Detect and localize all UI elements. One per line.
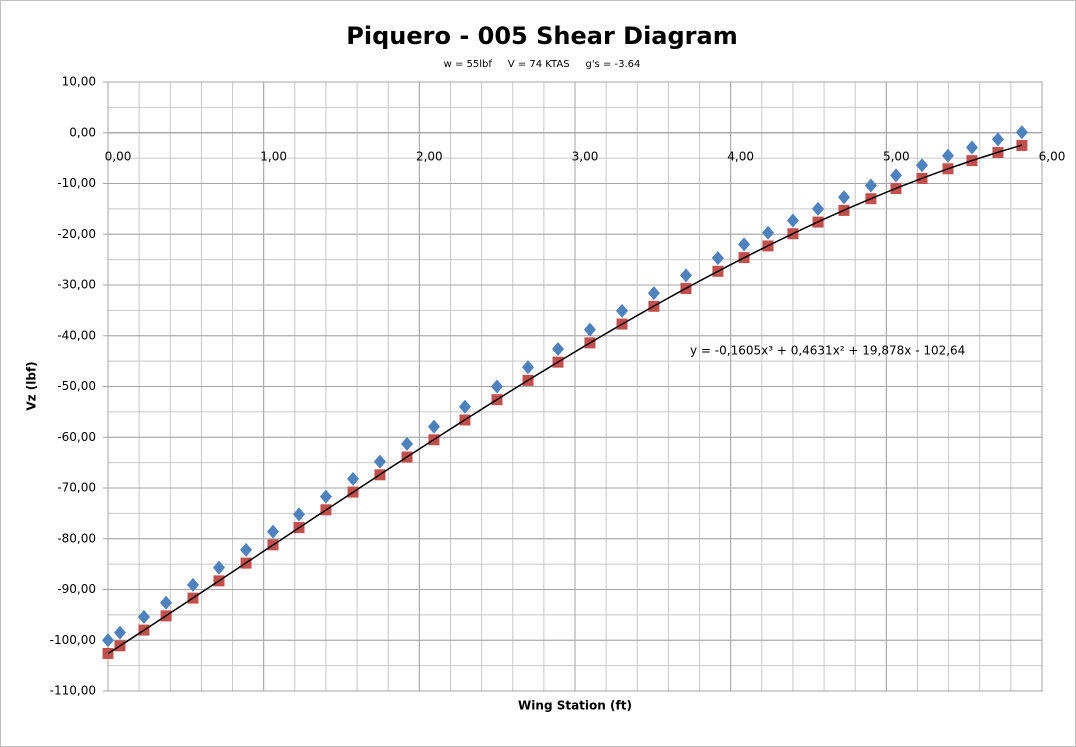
data-point [889,168,902,183]
data-point [679,268,692,283]
x-tick-label: 0,00 [105,149,132,163]
data-point [837,190,850,205]
y-tick-label: -10,00 [57,176,96,190]
x-tick-label: 2,00 [416,149,443,163]
data-point [427,419,440,434]
data-point [491,379,504,394]
data-point [811,201,824,216]
y-axis-label: Vz (lbf) [25,361,39,410]
y-tick-label: -100,00 [50,633,96,647]
x-tick-label: 4,00 [727,149,754,163]
x-tick-label: 3,00 [572,149,599,163]
data-point [647,286,660,301]
chart-title: Piquero - 005 Shear Diagram [346,22,737,50]
x-axis-label: Wing Station (ft) [518,699,632,713]
data-point [347,471,360,486]
data-point [915,158,928,173]
data-point [991,132,1004,147]
y-tick-label: -90,00 [57,582,96,596]
data-point [113,625,126,640]
trendline-equation: y = -0,1605x³ + 0,4631x² + 19,878x - 102… [690,344,965,358]
x-tick-label: 6,00 [1039,149,1066,163]
y-tick-label: -20,00 [57,227,96,241]
y-tick-label: -50,00 [57,379,96,393]
data-point [521,360,534,375]
data-point [738,237,751,252]
data-point [711,251,724,266]
data-point [762,225,775,240]
data-point [186,577,199,592]
y-tick-label: -30,00 [57,278,96,292]
data-point [319,489,332,504]
y-tick-label: -80,00 [57,531,96,545]
trendline [107,144,1023,655]
data-point [267,524,280,539]
y-tick-label: 0,00 [69,125,96,139]
data-point [102,633,114,648]
data-point [160,595,173,610]
y-tick-label: 10,00 [62,75,96,89]
data-point [786,213,799,228]
data-point [293,507,306,522]
data-point [458,399,471,414]
data-point [552,341,565,356]
x-tick-label: 1,00 [260,149,287,163]
chart-subtitle: w = 55lbf V = 74 KTAS g's = -3.64 [444,59,641,70]
y-tick-label: -40,00 [57,328,96,342]
data-point [137,609,150,624]
data-point [401,436,414,451]
data-point [1015,125,1028,140]
y-tick-label: -60,00 [57,430,96,444]
data-point [240,542,253,557]
data-point [616,303,629,318]
data-point [864,178,877,193]
data-point [583,322,596,337]
data-point [212,560,225,575]
x-tick-label: 5,00 [883,149,910,163]
data-point [941,148,954,163]
data-point [965,140,978,155]
y-tick-label: -110,00 [50,684,96,698]
y-tick-label: -70,00 [57,481,96,495]
data-point [373,454,386,469]
